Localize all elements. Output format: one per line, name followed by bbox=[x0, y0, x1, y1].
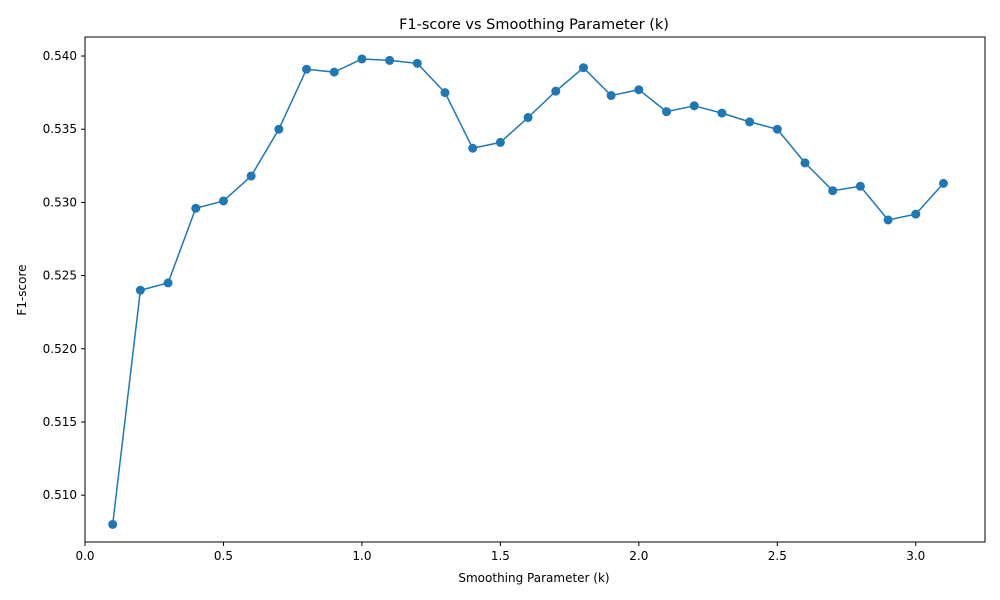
x-tick-label: 1.0 bbox=[352, 549, 371, 563]
y-tick-label: 0.525 bbox=[43, 269, 77, 283]
x-axis: 0.0 0.5 1.0 1.5 2.0 2.5 3.0 bbox=[75, 542, 925, 563]
data-point bbox=[523, 113, 533, 123]
y-tick-label: 0.510 bbox=[43, 488, 77, 502]
y-tick-label: 0.540 bbox=[43, 49, 77, 63]
data-point bbox=[468, 143, 478, 153]
x-tick-label: 3.0 bbox=[906, 549, 925, 563]
x-axis-label: Smoothing Parameter (k) bbox=[458, 571, 609, 585]
data-point bbox=[772, 124, 782, 134]
axes-frame bbox=[84, 36, 986, 543]
series-line bbox=[111, 58, 945, 525]
data-point bbox=[385, 55, 395, 65]
data-point bbox=[662, 107, 672, 117]
y-tick-label: 0.520 bbox=[43, 342, 77, 356]
y-tick-label: 0.535 bbox=[43, 122, 77, 136]
data-point bbox=[551, 86, 561, 96]
data-point bbox=[274, 124, 284, 134]
x-tick-label: 2.5 bbox=[768, 549, 787, 563]
data-point bbox=[745, 117, 755, 127]
data-point bbox=[412, 58, 422, 68]
data-point bbox=[911, 209, 921, 219]
data-point bbox=[108, 519, 118, 529]
data-point bbox=[329, 67, 339, 77]
data-point bbox=[440, 88, 450, 98]
y-axis: 0.510 0.515 0.520 0.525 0.530 0.535 0.540 bbox=[43, 49, 85, 502]
data-point bbox=[855, 181, 865, 191]
data-point bbox=[883, 215, 893, 225]
y-axis-label: F1-score bbox=[15, 264, 29, 315]
x-tick-label: 1.5 bbox=[491, 549, 510, 563]
data-point bbox=[135, 285, 145, 295]
data-point bbox=[302, 64, 312, 74]
data-point bbox=[717, 108, 727, 118]
data-point bbox=[191, 203, 201, 213]
x-tick-label: 0.5 bbox=[214, 549, 233, 563]
series-layer bbox=[108, 54, 948, 529]
data-point bbox=[634, 85, 644, 95]
data-point bbox=[357, 54, 367, 64]
data-point bbox=[578, 63, 588, 73]
data-point bbox=[606, 91, 616, 101]
data-point bbox=[246, 171, 256, 181]
data-point bbox=[938, 178, 948, 188]
data-point bbox=[218, 196, 228, 206]
y-tick-label: 0.515 bbox=[43, 415, 77, 429]
data-point bbox=[800, 158, 810, 168]
chart-title: F1-score vs Smoothing Parameter (k) bbox=[399, 17, 669, 33]
plot-area bbox=[84, 36, 986, 543]
y-tick-label: 0.530 bbox=[43, 195, 77, 209]
data-point bbox=[689, 101, 699, 111]
data-point bbox=[495, 137, 505, 147]
data-point bbox=[828, 186, 838, 196]
x-tick-label: 2.0 bbox=[629, 549, 648, 563]
data-point bbox=[163, 278, 173, 288]
x-tick-label: 0.0 bbox=[75, 549, 94, 563]
